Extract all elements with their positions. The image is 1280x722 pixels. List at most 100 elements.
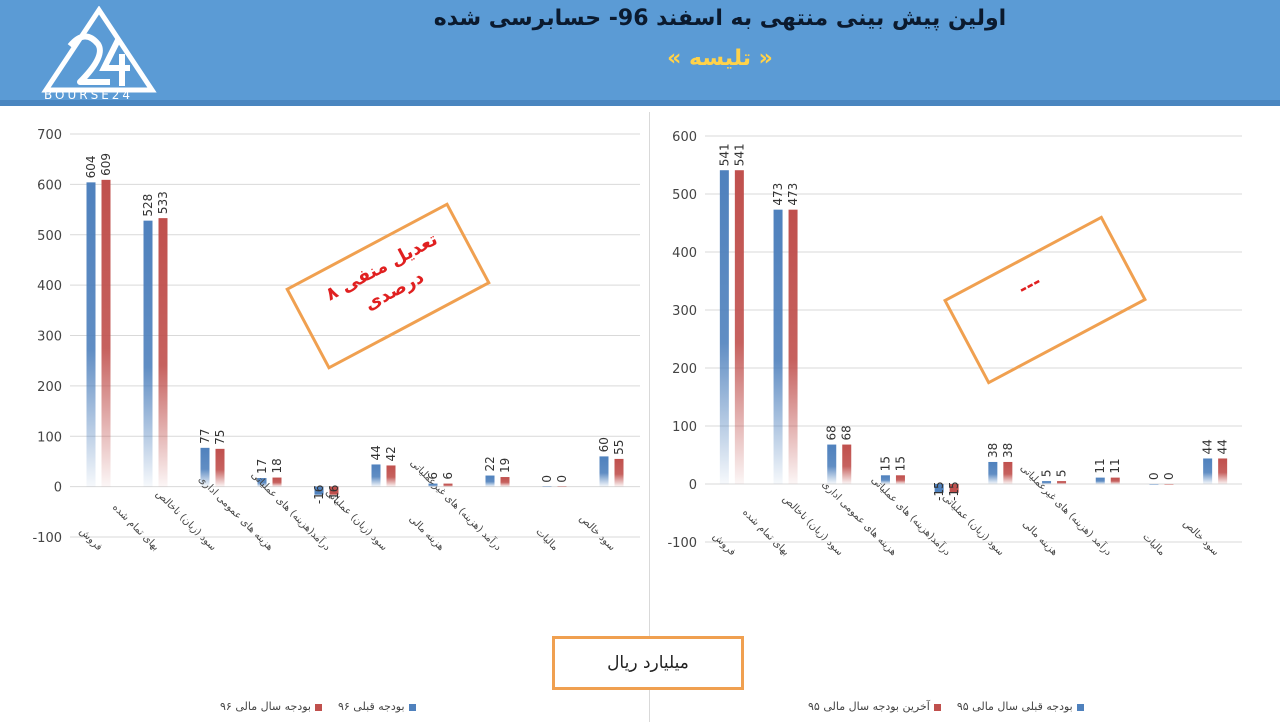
legend-label: آخرین بودجه سال مالی ۹۵ bbox=[808, 700, 930, 713]
data-label: 0 bbox=[1162, 472, 1176, 480]
bar bbox=[386, 465, 396, 487]
legend-label: بودجه قبلی سال مالی ۹۵ bbox=[956, 700, 1073, 713]
bar bbox=[1149, 484, 1159, 485]
page-title: اولین پیش بینی منتهی به اسفند 96- حسابرس… bbox=[433, 6, 1007, 31]
data-label: 68 bbox=[825, 425, 839, 440]
y-tick-label: 600 bbox=[672, 130, 697, 145]
bar bbox=[542, 486, 552, 488]
legend-item: بودجه سال مالی ۹۶ bbox=[220, 700, 322, 713]
y-tick-label: 400 bbox=[37, 279, 62, 294]
bar bbox=[371, 464, 381, 487]
y-tick-label: 0 bbox=[54, 481, 62, 496]
bar bbox=[500, 477, 510, 487]
data-label: 17 bbox=[255, 459, 269, 474]
bar bbox=[1164, 484, 1174, 485]
category-label: بهای تمام شده bbox=[110, 502, 161, 553]
y-tick-label: 400 bbox=[672, 246, 697, 261]
data-label: -15 bbox=[947, 481, 961, 501]
y-tick-label: 200 bbox=[37, 380, 62, 395]
data-label: 533 bbox=[156, 191, 170, 214]
category-label: سود (زیان) ناخالص bbox=[153, 488, 218, 553]
legend-item: آخرین بودجه سال مالی ۹۵ bbox=[808, 700, 941, 713]
y-tick-label: 500 bbox=[37, 229, 62, 244]
data-label: 0 bbox=[1147, 472, 1161, 480]
page-subtitle: « تلیسه » bbox=[667, 46, 773, 71]
y-tick-label: -100 bbox=[667, 536, 697, 551]
data-label: 60 bbox=[597, 437, 611, 452]
legend-label: بودجه سال مالی ۹۶ bbox=[220, 700, 311, 713]
category-label: سود خالص bbox=[1181, 518, 1221, 558]
data-label: 44 bbox=[369, 445, 383, 460]
data-label: 5 bbox=[1055, 469, 1069, 477]
right-legend: بودجه قبلی سال مالی ۹۵ آخرین بودجه سال م… bbox=[808, 700, 1084, 713]
legend-swatch-blue bbox=[1076, 703, 1084, 711]
bar bbox=[934, 484, 944, 493]
bar bbox=[734, 170, 744, 484]
data-label: 77 bbox=[198, 429, 212, 444]
bar bbox=[599, 456, 609, 487]
data-label: 473 bbox=[771, 183, 785, 206]
y-tick-label: 100 bbox=[672, 420, 697, 435]
legend-swatch-red bbox=[314, 703, 322, 711]
legend-label: بودجه قبلی ۹۶ bbox=[337, 700, 405, 713]
data-label: 11 bbox=[1093, 458, 1107, 473]
bar bbox=[158, 218, 168, 487]
bar bbox=[428, 483, 438, 487]
data-label: 42 bbox=[384, 446, 398, 461]
data-label: -16 bbox=[327, 485, 341, 505]
data-label: 38 bbox=[1001, 443, 1015, 458]
bar bbox=[1095, 477, 1105, 484]
header-band: اولین پیش بینی منتهی به اسفند 96- حسابرس… bbox=[0, 0, 1280, 106]
bar bbox=[1057, 481, 1067, 484]
bar bbox=[557, 486, 567, 488]
bar bbox=[443, 483, 453, 487]
bar bbox=[1110, 477, 1120, 484]
data-label: 0 bbox=[540, 475, 554, 483]
data-label: 19 bbox=[498, 458, 512, 473]
bar bbox=[614, 458, 624, 487]
bar bbox=[988, 461, 998, 484]
bar bbox=[949, 484, 959, 493]
data-label: 68 bbox=[840, 425, 854, 440]
bar bbox=[1003, 461, 1013, 484]
bar bbox=[215, 448, 225, 487]
bar bbox=[86, 182, 96, 487]
bar bbox=[842, 444, 852, 484]
data-label: 5 bbox=[1040, 469, 1054, 477]
bar bbox=[773, 209, 783, 484]
category-label: سود (زیان) عملیاتی bbox=[323, 487, 389, 553]
data-label: 55 bbox=[612, 440, 626, 455]
data-label: 541 bbox=[732, 143, 746, 166]
bar bbox=[1042, 481, 1052, 484]
data-label: 44 bbox=[1201, 439, 1215, 454]
data-label: 6 bbox=[441, 472, 455, 480]
data-label: 528 bbox=[141, 194, 155, 217]
unit-label: میلیارد ریال bbox=[607, 653, 689, 673]
bar bbox=[200, 447, 210, 487]
category-label: بهای تمام شده bbox=[740, 507, 791, 558]
category-label: سود خالص bbox=[577, 513, 617, 553]
y-tick-label: 500 bbox=[672, 188, 697, 203]
y-tick-label: 0 bbox=[689, 478, 697, 493]
bar bbox=[143, 220, 153, 487]
data-label: 38 bbox=[986, 443, 1000, 458]
data-label: 18 bbox=[270, 458, 284, 473]
bar bbox=[1203, 458, 1213, 484]
y-tick-label: 200 bbox=[672, 362, 697, 377]
unit-label-box: میلیارد ریال bbox=[552, 636, 744, 690]
legend-item: بودجه قبلی سال مالی ۹۵ bbox=[957, 700, 1084, 713]
bar bbox=[827, 444, 837, 484]
y-tick-label: 700 bbox=[37, 128, 62, 143]
data-label: 15 bbox=[893, 456, 907, 471]
y-tick-label: -100 bbox=[32, 531, 62, 546]
data-label: -16 bbox=[312, 485, 326, 505]
data-label: 15 bbox=[878, 456, 892, 471]
data-label: 75 bbox=[213, 430, 227, 445]
logo-text: BOURSE24 bbox=[44, 88, 134, 102]
bar bbox=[788, 209, 798, 484]
category-label: مالیات bbox=[533, 526, 560, 553]
data-label: -15 bbox=[932, 481, 946, 501]
data-label: 0 bbox=[555, 475, 569, 483]
data-label: 604 bbox=[84, 155, 98, 178]
